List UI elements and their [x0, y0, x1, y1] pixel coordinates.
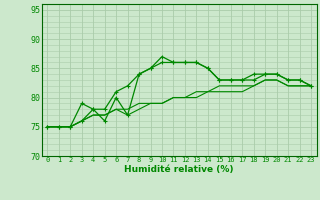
X-axis label: Humidité relative (%): Humidité relative (%) [124, 165, 234, 174]
